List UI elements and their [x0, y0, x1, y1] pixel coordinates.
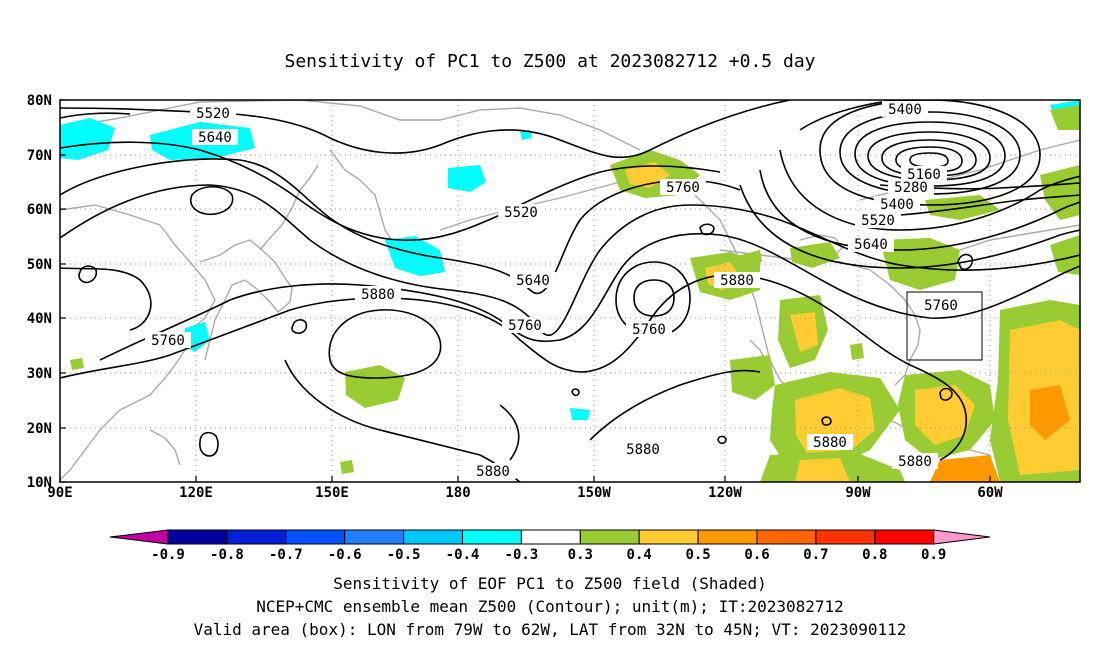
lat-label-20n: 20N — [27, 421, 52, 437]
lon-label-150e: 150E — [315, 485, 349, 501]
contour-label: 5760 — [666, 180, 700, 196]
latitude-labels: 80N 70N 60N 50N 40N 30N 20N 10N — [27, 93, 52, 491]
map-frame — [59, 99, 1081, 483]
colorbar-tick-label: 0.3 — [568, 547, 593, 563]
lon-label-120w: 120W — [708, 485, 742, 501]
lat-label-10n: 10N — [27, 475, 52, 491]
figure-title: Sensitivity of PC1 to Z500 at 2023082712… — [284, 51, 815, 72]
contour-label: 5880 — [813, 435, 847, 451]
colorbar-segment — [815, 529, 876, 545]
lon-label-180: 180 — [445, 485, 470, 501]
sensitivity-shading — [60, 100, 1080, 482]
colorbar-segment — [403, 529, 464, 545]
lat-label-40n: 40N — [27, 311, 52, 327]
contour-label: 5640 — [516, 273, 550, 289]
contour-label: 5640 — [854, 237, 888, 253]
colorbar-segment — [638, 529, 699, 545]
lon-label-120e: 120E — [179, 485, 213, 501]
colorbar-tick-label: -0.5 — [387, 547, 421, 563]
colorbar-segment — [462, 529, 522, 545]
colorbar-tick-label: -0.9 — [151, 547, 185, 563]
colorbar-tick-label: 0.9 — [921, 547, 946, 563]
colorbar: -0.9 -0.8 -0.7 -0.6 -0.5 -0.4 -0.3 0.3 0.4 0.5 0.6… — [109, 529, 991, 563]
contour-label-group: 5520 5640 5520 5760 5640 5760 5760 5880 … — [145, 101, 964, 480]
colorbar-segment — [697, 529, 758, 545]
lat-label-70n: 70N — [27, 148, 52, 164]
longitude-labels: 90E 120E 150E 180 150W 120W 90W 60W — [47, 485, 1003, 501]
colorbar-tick-label: -0.4 — [446, 547, 480, 563]
contour-label: 5760 — [151, 333, 185, 349]
lon-label-90w: 90W — [845, 485, 871, 501]
contour-label: 5760 — [508, 318, 542, 334]
colorbar-segment — [520, 529, 581, 545]
contour-label: 5400 — [888, 102, 922, 118]
colorbar-segment — [756, 529, 817, 545]
colorbar-tick-label: -0.8 — [210, 547, 244, 563]
colorbar-tick-label: -0.7 — [269, 547, 303, 563]
lon-label-150w: 150W — [577, 485, 611, 501]
contour-label: 5400 — [880, 197, 914, 213]
contour-label: 5880 — [476, 464, 510, 480]
lon-label-60w: 60W — [977, 485, 1003, 501]
colorbar-segment — [285, 529, 346, 545]
colorbar-tick-label: 0.5 — [685, 547, 710, 563]
lat-label-30n: 30N — [27, 366, 52, 382]
colorbar-tick-label: 0.4 — [627, 547, 652, 563]
colorbar-segment — [167, 529, 228, 545]
axis-ticks — [59, 99, 991, 483]
contour-label: 5520 — [196, 106, 230, 122]
contour-label: 5880 — [898, 454, 932, 470]
lat-label-50n: 50N — [27, 257, 52, 273]
caption-line-2: NCEP+CMC ensemble mean Z500 (Contour); u… — [256, 597, 844, 616]
lat-label-80n: 80N — [27, 93, 52, 109]
colorbar-arrow-max — [933, 529, 991, 545]
contour-label: 5280 — [894, 180, 928, 196]
contour-label: 5880 — [720, 273, 754, 289]
valid-area-box — [906, 291, 983, 361]
colorbar-tick-label: 0.6 — [744, 547, 769, 563]
colorbar-tick-label: 0.7 — [803, 547, 828, 563]
colorbar-tick-label: 0.8 — [862, 547, 887, 563]
contour-label: 5640 — [198, 130, 232, 146]
colorbar-segment — [874, 529, 935, 545]
contour-label: 5520 — [504, 205, 538, 221]
colorbar-segment — [579, 529, 640, 545]
contour-label: 5880 — [626, 442, 660, 458]
colorbar-segment — [344, 529, 405, 545]
colorbar-arrow-min — [109, 529, 169, 545]
caption-line-3: Valid area (box): LON from 79W to 62W, L… — [194, 620, 907, 639]
contour-label: 5520 — [861, 213, 895, 229]
colorbar-tick-label: -0.3 — [505, 547, 539, 563]
contour-label: 5880 — [361, 287, 395, 303]
lat-label-60n: 60N — [27, 202, 52, 218]
caption-line-1: Sensitivity of EOF PC1 to Z500 field (Sh… — [333, 574, 766, 593]
map-panel: 5520 5640 5520 5760 5640 5760 5760 5880 … — [27, 93, 1081, 501]
contour-label: 5760 — [924, 298, 958, 314]
colorbar-tick-label: -0.6 — [328, 547, 362, 563]
colorbar-segment — [226, 529, 287, 545]
lon-label-90e: 90E — [47, 485, 72, 501]
contour-label: 5760 — [632, 322, 666, 338]
